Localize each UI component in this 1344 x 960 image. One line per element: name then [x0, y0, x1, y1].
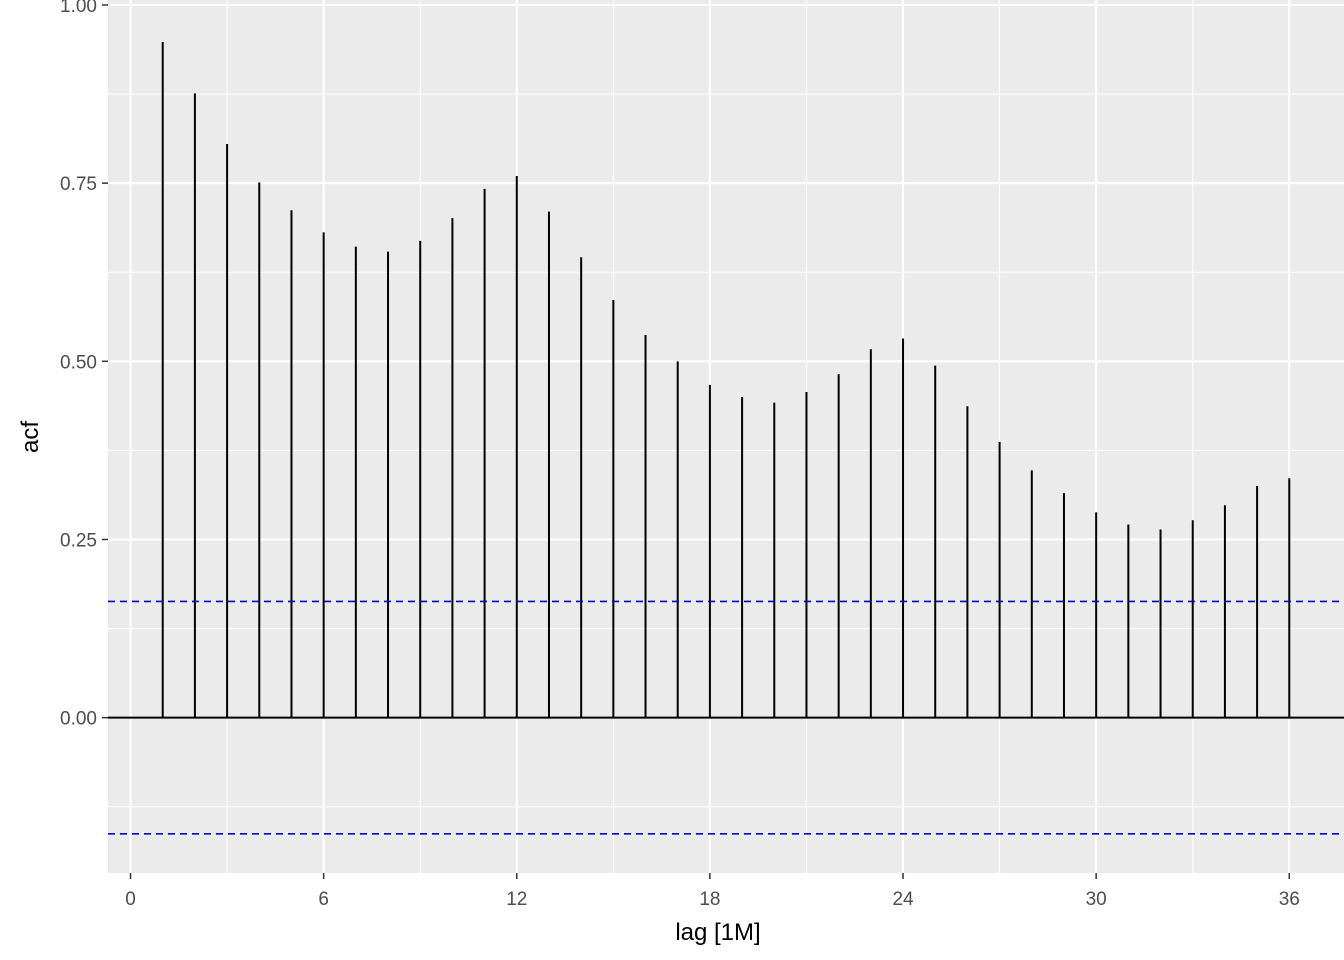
y-tick-label: 1.00: [60, 0, 97, 17]
minor-gridlines: [108, 0, 1344, 873]
x-tick-label: 18: [699, 889, 720, 910]
x-tick-label: 12: [506, 889, 527, 910]
y-tick-label: 0.00: [60, 709, 97, 730]
x-tick-label: 6: [318, 889, 329, 910]
x-tick-label: 0: [125, 889, 136, 910]
y-tick-label: 0.50: [60, 352, 97, 373]
x-axis: 0 6 12 18 24 30 36: [125, 873, 1300, 910]
x-tick-label: 30: [1086, 889, 1107, 910]
y-tick-label: 0.25: [60, 530, 97, 551]
plot-panel: [108, 0, 1344, 873]
reference-lines: [108, 600, 1344, 835]
y-axis: 0.00 0.25 0.50 0.75 1.00: [60, 0, 108, 730]
x-tick-label: 36: [1279, 889, 1300, 910]
x-axis-title: lag [1M]: [675, 919, 760, 946]
y-tick-label: 0.75: [60, 174, 97, 195]
acf-bars: [108, 42, 1344, 719]
y-axis-title: acf: [17, 421, 44, 453]
x-tick-label: 24: [892, 889, 914, 910]
